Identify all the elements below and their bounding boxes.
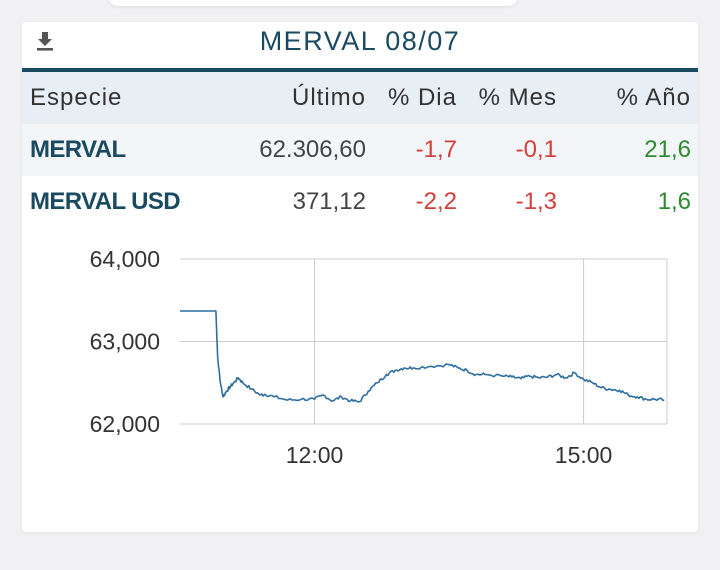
table-row[interactable]: MERVAL 62.306,60 -1,7 -0,1 21,6 [22, 124, 698, 176]
y-tick-label: 62,000 [90, 411, 160, 437]
cell-dia: -1,7 [415, 136, 457, 163]
x-tick-label: 15:00 [555, 442, 613, 468]
intraday-line-chart: 64,000 63,000 62,000 12:00 15:00 [90, 246, 668, 468]
cell-especie[interactable]: MERVAL USD [30, 188, 181, 215]
cell-ultimo: 371,12 [292, 188, 366, 215]
cell-especie[interactable]: MERVAL [30, 136, 126, 163]
cell-ultimo: 62.306,60 [259, 136, 366, 163]
card-header: MERVAL 08/07 [22, 22, 698, 72]
column-header-dia[interactable]: % Dia [387, 84, 457, 111]
download-icon [37, 32, 53, 51]
column-header-anio[interactable]: % Año [616, 84, 691, 111]
cell-mes: -0,1 [515, 136, 557, 163]
card-title: MERVAL 08/07 [259, 26, 461, 56]
table-row[interactable]: MERVAL USD 371,12 -2,2 -1,3 1,6 [22, 176, 698, 228]
y-tick-label: 63,000 [90, 329, 160, 355]
column-header-especie[interactable]: Especie [30, 84, 123, 111]
cell-dia: -2,2 [415, 188, 457, 215]
cell-anio: 1,6 [657, 188, 691, 215]
x-tick-label: 12:00 [286, 442, 344, 468]
column-header-ultimo[interactable]: Último [291, 84, 366, 111]
series-line [180, 310, 665, 403]
y-tick-label: 64,000 [90, 246, 160, 272]
cell-anio: 21,6 [644, 136, 691, 163]
top-pill [108, 0, 518, 6]
cell-mes: -1,3 [515, 188, 557, 215]
column-header-mes[interactable]: % Mes [478, 84, 557, 111]
merval-card: MERVAL 08/07 Especie Último % Dia % Mes … [22, 22, 698, 532]
table-header: Especie Último % Dia % Mes % Año [22, 72, 698, 124]
download-button[interactable] [32, 28, 58, 54]
